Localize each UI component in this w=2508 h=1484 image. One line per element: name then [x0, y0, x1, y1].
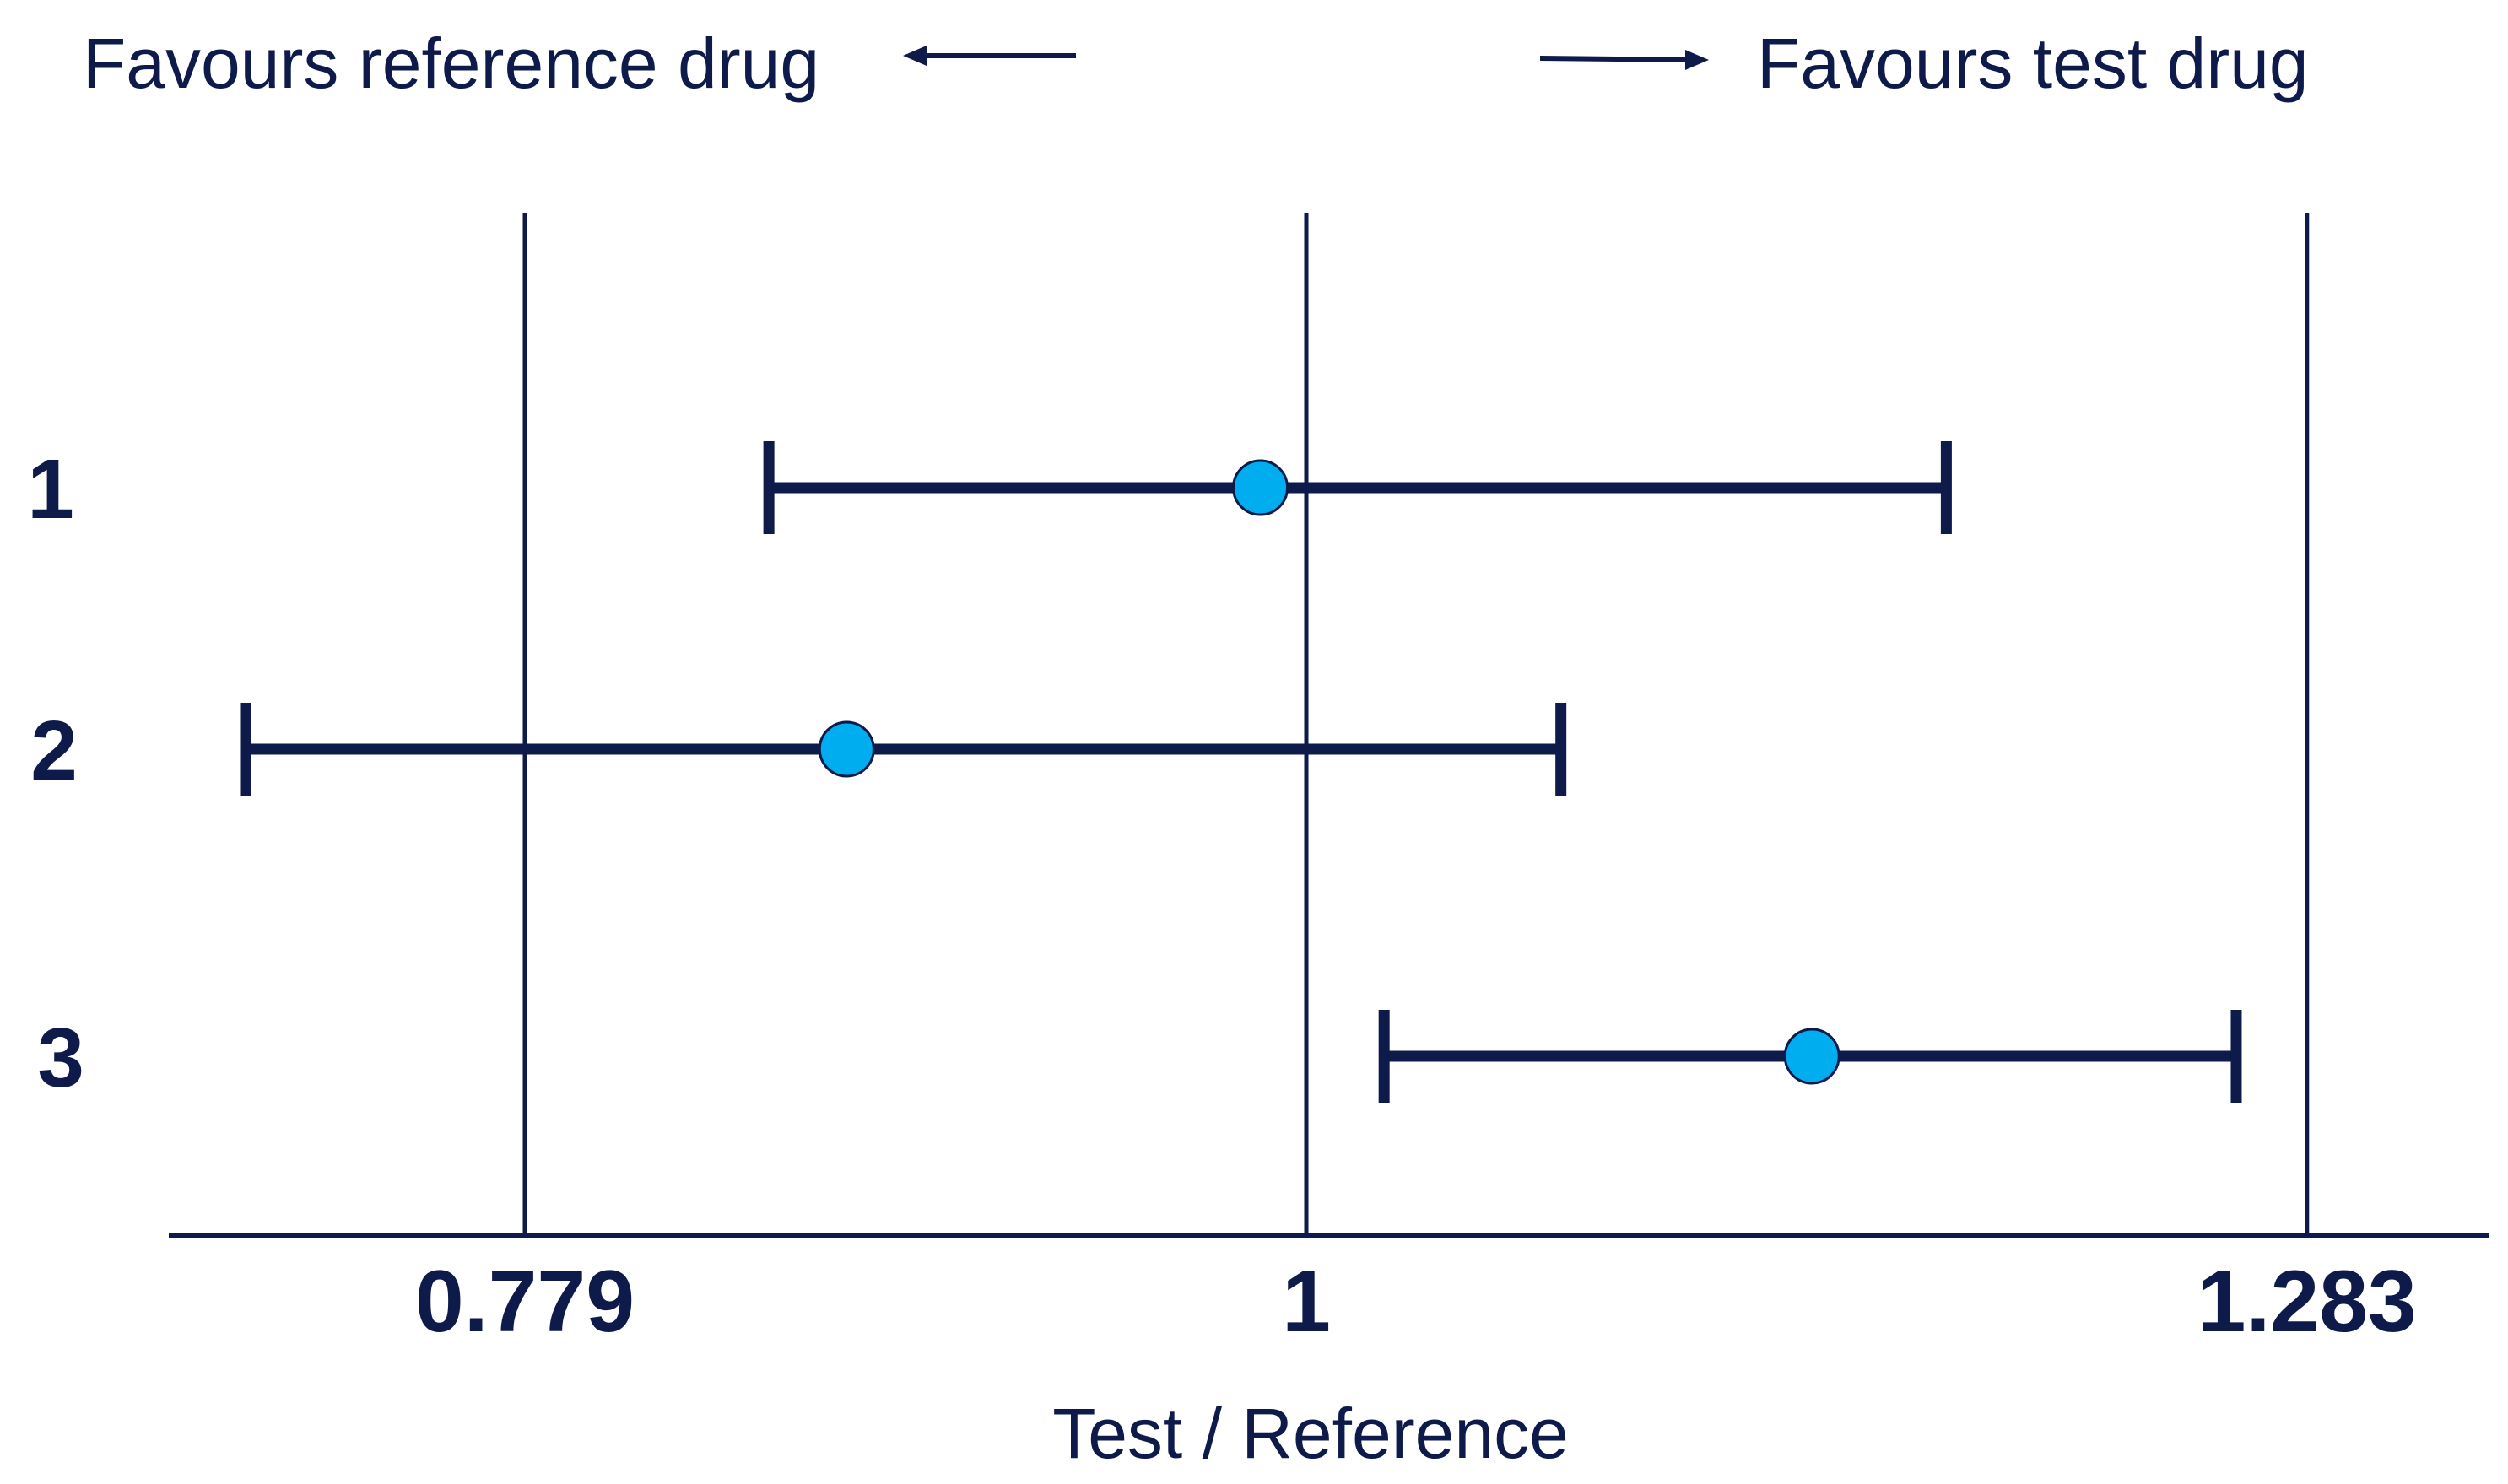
- point-estimate: [1783, 1028, 1840, 1085]
- ci-row: [1378, 1010, 2242, 1103]
- arrow-right-icon: [1539, 50, 1709, 70]
- x-tick-label: 1.283: [2197, 1253, 2417, 1351]
- x-tick-label: 0.779: [415, 1253, 635, 1351]
- row-label: 1: [27, 442, 74, 537]
- chart-header: Favours reference drug Favours test drug: [83, 24, 2309, 103]
- row-labels: 1 2 3: [27, 442, 84, 1105]
- x-tick-label: 1: [1282, 1253, 1331, 1351]
- confidence-intervals: [240, 441, 2242, 1103]
- ci-row: [240, 703, 1567, 796]
- favours-test-label: Favours test drug: [1757, 24, 2309, 103]
- favours-reference-label: Favours reference drug: [83, 24, 819, 103]
- ci-row: [763, 441, 1952, 534]
- arrow-left-icon: [903, 46, 1076, 66]
- reference-lines: [522, 213, 2310, 1236]
- row-label: 3: [37, 1011, 84, 1105]
- x-axis-title: Test / Reference: [1052, 1394, 1569, 1473]
- point-estimate: [818, 720, 875, 778]
- row-label: 2: [30, 704, 78, 798]
- x-tick-labels: 0.779 1 1.283: [415, 1253, 2417, 1351]
- point-estimate: [1232, 459, 1289, 516]
